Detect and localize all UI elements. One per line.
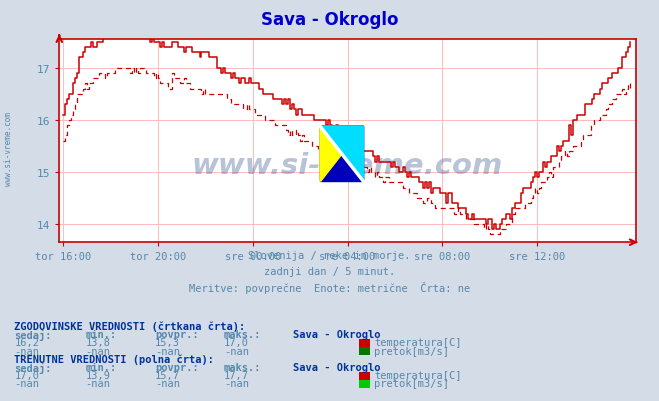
Text: Sava - Okroglo: Sava - Okroglo — [261, 11, 398, 29]
Text: pretok[m3/s]: pretok[m3/s] — [374, 346, 449, 356]
Polygon shape — [320, 127, 363, 182]
Polygon shape — [320, 127, 363, 182]
Text: temperatura[C]: temperatura[C] — [374, 338, 462, 348]
Text: temperatura[C]: temperatura[C] — [374, 371, 462, 381]
Text: -nan: -nan — [86, 379, 111, 389]
Text: Sava - Okroglo: Sava - Okroglo — [293, 363, 381, 373]
Text: sedaj:: sedaj: — [14, 363, 52, 373]
Text: povpr.:: povpr.: — [155, 363, 198, 373]
Polygon shape — [320, 127, 363, 182]
Polygon shape — [320, 127, 363, 182]
Text: povpr.:: povpr.: — [155, 330, 198, 340]
Text: -nan: -nan — [224, 379, 249, 389]
Polygon shape — [320, 128, 359, 180]
Text: Slovenija / reke in morje.: Slovenija / reke in morje. — [248, 251, 411, 261]
Text: 15,7: 15,7 — [155, 371, 180, 381]
Text: 13,9: 13,9 — [86, 371, 111, 381]
Text: Sava - Okroglo: Sava - Okroglo — [293, 330, 381, 340]
Polygon shape — [320, 128, 359, 180]
Text: ZGODOVINSKE VREDNOSTI (črtkana črta):: ZGODOVINSKE VREDNOSTI (črtkana črta): — [14, 321, 246, 331]
Text: maks.:: maks.: — [224, 330, 262, 340]
Text: maks.:: maks.: — [224, 363, 262, 373]
Text: 17,0: 17,0 — [224, 338, 249, 348]
Text: pretok[m3/s]: pretok[m3/s] — [374, 379, 449, 389]
Text: -nan: -nan — [86, 346, 111, 356]
Text: -nan: -nan — [155, 379, 180, 389]
Text: -nan: -nan — [14, 379, 40, 389]
Polygon shape — [320, 127, 363, 182]
Text: 17,7: 17,7 — [224, 371, 249, 381]
Text: -nan: -nan — [155, 346, 180, 356]
Text: www.si-vreme.com: www.si-vreme.com — [192, 152, 503, 180]
Text: Meritve: povprečne  Enote: metrične  Črta: ne: Meritve: povprečne Enote: metrične Črta:… — [189, 281, 470, 293]
Text: 13,8: 13,8 — [86, 338, 111, 348]
Text: 17,0: 17,0 — [14, 371, 40, 381]
Text: min.:: min.: — [86, 330, 117, 340]
Text: 16,2: 16,2 — [14, 338, 40, 348]
Text: sedaj:: sedaj: — [14, 330, 52, 340]
Text: zadnji dan / 5 minut.: zadnji dan / 5 minut. — [264, 266, 395, 276]
Polygon shape — [320, 127, 363, 182]
Text: -nan: -nan — [14, 346, 40, 356]
Text: www.si-vreme.com: www.si-vreme.com — [4, 111, 13, 185]
Text: -nan: -nan — [224, 346, 249, 356]
Text: TRENUTNE VREDNOSTI (polna črta):: TRENUTNE VREDNOSTI (polna črta): — [14, 354, 214, 364]
Text: min.:: min.: — [86, 363, 117, 373]
Text: 15,3: 15,3 — [155, 338, 180, 348]
